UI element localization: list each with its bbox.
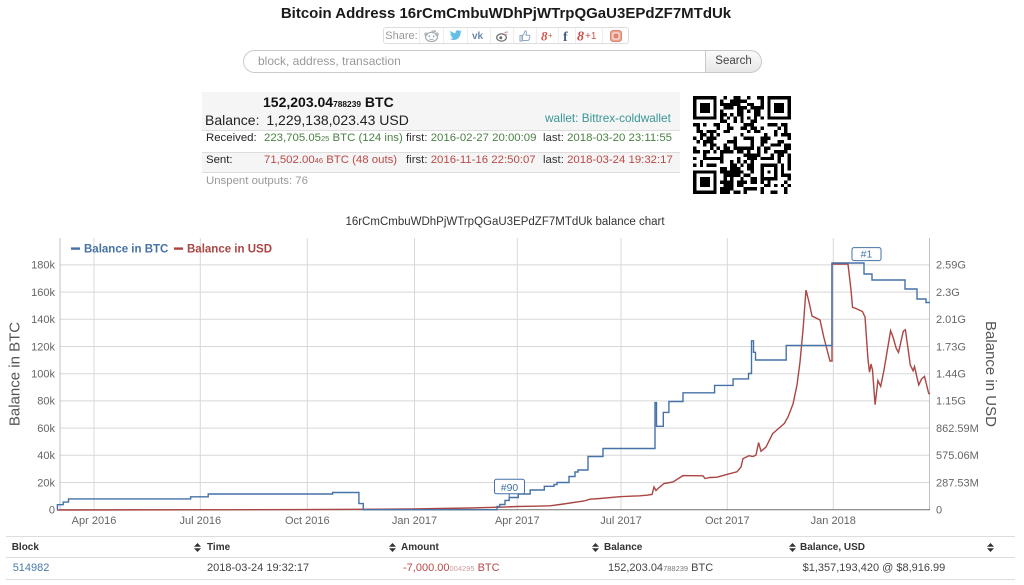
- svg-text:862.59M: 862.59M: [936, 423, 979, 435]
- svg-text:Balance in BTC: Balance in BTC: [7, 322, 24, 426]
- svg-text:0: 0: [49, 505, 55, 517]
- svg-text:140k: 140k: [31, 314, 55, 326]
- svg-text:Apr 2016: Apr 2016: [72, 515, 117, 527]
- svg-text:Balance in USD: Balance in USD: [982, 321, 999, 427]
- svg-text:Balance in USD: Balance in USD: [187, 244, 272, 256]
- svg-text:Jul 2016: Jul 2016: [180, 515, 222, 527]
- svg-text:40k: 40k: [37, 450, 55, 462]
- svg-text:1.15G: 1.15G: [936, 396, 966, 408]
- svg-text:Jan 2018: Jan 2018: [811, 515, 856, 527]
- svg-text:20k: 20k: [37, 477, 55, 489]
- svg-text:Apr 2017: Apr 2017: [495, 515, 540, 527]
- svg-text:8: 8: [541, 30, 548, 42]
- svg-text:f: f: [563, 30, 568, 42]
- svg-text:160k: 160k: [31, 287, 55, 299]
- svg-text:100k: 100k: [31, 369, 55, 381]
- svg-text:180k: 180k: [31, 260, 55, 272]
- svg-text:+1: +1: [585, 31, 597, 42]
- svg-text:0: 0: [936, 505, 942, 517]
- svg-text:Jul 2017: Jul 2017: [600, 515, 642, 527]
- svg-text:8: 8: [577, 30, 584, 43]
- svg-text:2.01G: 2.01G: [936, 314, 966, 326]
- svg-text:Oct 2017: Oct 2017: [705, 515, 750, 527]
- svg-text:2.59G: 2.59G: [936, 260, 966, 272]
- svg-text:60k: 60k: [37, 423, 55, 435]
- svg-text:287.53M: 287.53M: [936, 477, 979, 489]
- svg-text:80k: 80k: [37, 396, 55, 408]
- svg-text:Oct 2016: Oct 2016: [285, 515, 330, 527]
- svg-text:2.3G: 2.3G: [936, 287, 960, 299]
- svg-text:vk: vk: [472, 31, 484, 40]
- svg-text:#90: #90: [501, 482, 519, 494]
- svg-text:Balance in BTC: Balance in BTC: [84, 244, 168, 256]
- svg-text:Jan 2017: Jan 2017: [392, 515, 437, 527]
- svg-text:1.73G: 1.73G: [936, 341, 966, 353]
- svg-text:+: +: [548, 31, 553, 40]
- svg-text:120k: 120k: [31, 341, 55, 353]
- svg-text:575.06M: 575.06M: [936, 450, 979, 462]
- svg-text:#1: #1: [861, 249, 873, 261]
- svg-text:1.44G: 1.44G: [936, 369, 966, 381]
